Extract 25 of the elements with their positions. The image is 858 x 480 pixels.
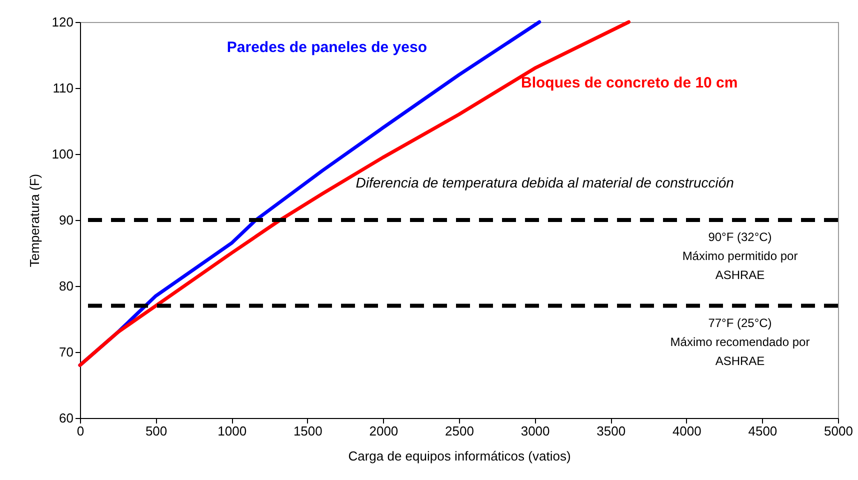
x-axis-title: Carga de equipos informáticos (vatios) — [348, 448, 571, 464]
x-tick-label: 3000 — [520, 424, 550, 438]
ref-line-label: 90°F (32°C) Máximo permitido por ASHRAE — [682, 230, 798, 282]
x-tick-label: 500 — [145, 424, 168, 438]
series-label: Bloques de concreto de 10 cm — [521, 74, 738, 92]
y-tick-label: 110 — [52, 80, 74, 96]
x-tick-label: 1000 — [218, 424, 247, 438]
y-tick-label: 70 — [59, 344, 74, 360]
x-tick-label: 5000 — [824, 424, 853, 438]
y-tick-label: 80 — [59, 278, 74, 294]
x-tick-label: 0 — [76, 424, 84, 438]
x-tick-label: 1500 — [293, 424, 322, 438]
ref-line-label: 77°F (25°C) Máximo recomendado por ASHRAE — [670, 316, 810, 368]
x-tick-label: 2000 — [369, 424, 398, 438]
x-tick-label: 4000 — [672, 424, 702, 438]
y-axis-title: Temperatura (F) — [26, 174, 42, 268]
y-tick-label: 120 — [52, 14, 74, 30]
y-tick-label: 100 — [52, 146, 74, 162]
text: Paredes de paneles de yeso — [226, 38, 427, 56]
x-tick-label: 4500 — [748, 424, 778, 438]
y-tick-label: 60 — [59, 410, 74, 426]
x-tick-label: 3500 — [596, 424, 626, 438]
y-tick-label: 90 — [59, 212, 74, 228]
annotation: Diferencia de temperatura debida al material de construcción — [356, 174, 734, 191]
x-tick-label: 2500 — [445, 424, 474, 438]
